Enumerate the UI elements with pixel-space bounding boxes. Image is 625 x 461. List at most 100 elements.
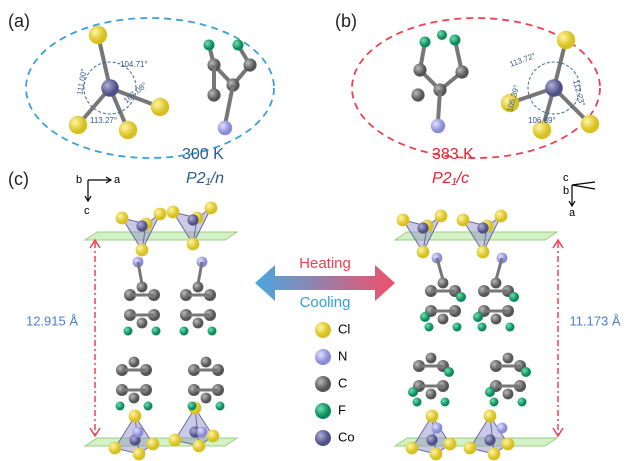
legend-swatch	[315, 349, 331, 365]
legend-swatch	[315, 376, 331, 392]
atom	[136, 281, 148, 293]
atom	[456, 213, 470, 227]
axis-label: a	[114, 174, 121, 186]
atom	[494, 209, 508, 223]
atom	[473, 312, 483, 322]
atom	[115, 211, 129, 225]
atom	[108, 441, 122, 455]
atom	[136, 220, 148, 232]
atom	[452, 322, 462, 332]
atom	[192, 281, 204, 293]
ellipse-a	[25, 17, 275, 159]
atom	[179, 326, 189, 336]
cooling-label: Cooling	[300, 294, 351, 311]
atom	[412, 397, 422, 407]
atom	[489, 397, 499, 407]
angle: 113.27°	[90, 116, 117, 125]
atom	[437, 277, 449, 289]
atom	[123, 326, 133, 336]
atom	[153, 207, 167, 221]
atom	[192, 317, 204, 329]
temperature: 383 K	[432, 146, 474, 163]
angle: 112.23°	[571, 79, 587, 107]
temperature: 300 K	[182, 146, 224, 163]
distance-arrows	[89, 238, 101, 438]
atom	[509, 292, 519, 302]
atom	[132, 426, 144, 438]
atom	[143, 401, 153, 411]
atom	[477, 222, 489, 234]
axis-label: c	[563, 172, 569, 184]
atom	[207, 88, 221, 102]
plane	[83, 231, 239, 241]
atom	[425, 352, 437, 364]
heating-label: Heating	[299, 255, 351, 272]
atom	[132, 447, 146, 461]
panel-label: (c)	[8, 169, 29, 189]
angle: 106.89°	[528, 116, 556, 125]
atom	[426, 434, 438, 446]
bond	[136, 261, 144, 285]
atom	[437, 30, 447, 40]
atom	[490, 277, 502, 289]
atom	[444, 367, 454, 377]
atom	[166, 205, 180, 219]
atom	[405, 441, 419, 455]
atom	[128, 409, 142, 423]
atom	[243, 58, 257, 72]
legend-label: Cl	[338, 321, 350, 336]
atom	[232, 39, 244, 51]
atom	[217, 120, 233, 136]
bond	[196, 261, 204, 285]
angle: 113.72°	[508, 51, 537, 69]
panel-label: (a)	[8, 11, 30, 31]
structures	[68, 25, 600, 461]
atom	[206, 429, 220, 443]
axes-right	[568, 181, 596, 208]
atom	[215, 401, 225, 411]
atom	[425, 388, 437, 400]
atom	[502, 352, 514, 364]
atom	[580, 114, 600, 134]
atom	[135, 243, 149, 257]
angle: 104.71°	[120, 60, 148, 69]
double-arrow	[255, 265, 395, 301]
axis-label: b	[76, 174, 82, 186]
atom	[496, 422, 508, 434]
atom	[146, 437, 160, 451]
atom	[416, 245, 430, 259]
atom	[417, 222, 429, 234]
atom	[456, 292, 466, 302]
atom	[420, 312, 430, 322]
atom	[505, 322, 515, 332]
atom	[501, 437, 515, 451]
distance-label: 12.915 Å	[26, 313, 78, 328]
space-group: P2₁/n	[186, 170, 224, 187]
atom	[424, 322, 434, 332]
atom	[490, 313, 502, 325]
atom	[187, 214, 199, 226]
atom	[517, 397, 527, 407]
legend-label: Co	[338, 429, 355, 444]
atom	[118, 120, 138, 140]
bond	[436, 89, 442, 123]
atom	[115, 401, 125, 411]
ellipse-b	[351, 17, 601, 159]
atom	[419, 36, 431, 48]
bond	[223, 84, 235, 126]
atom	[455, 65, 469, 79]
bond	[494, 257, 504, 281]
atom	[68, 115, 88, 135]
atom	[429, 447, 443, 461]
axis-label: b	[563, 185, 569, 197]
atom	[128, 356, 140, 368]
atom	[168, 433, 182, 447]
atom	[196, 426, 208, 438]
atom	[411, 88, 425, 102]
legend-swatch	[315, 430, 331, 446]
atom	[207, 326, 217, 336]
legend-label: C	[338, 375, 347, 390]
atom	[204, 201, 218, 215]
atom	[186, 237, 200, 251]
